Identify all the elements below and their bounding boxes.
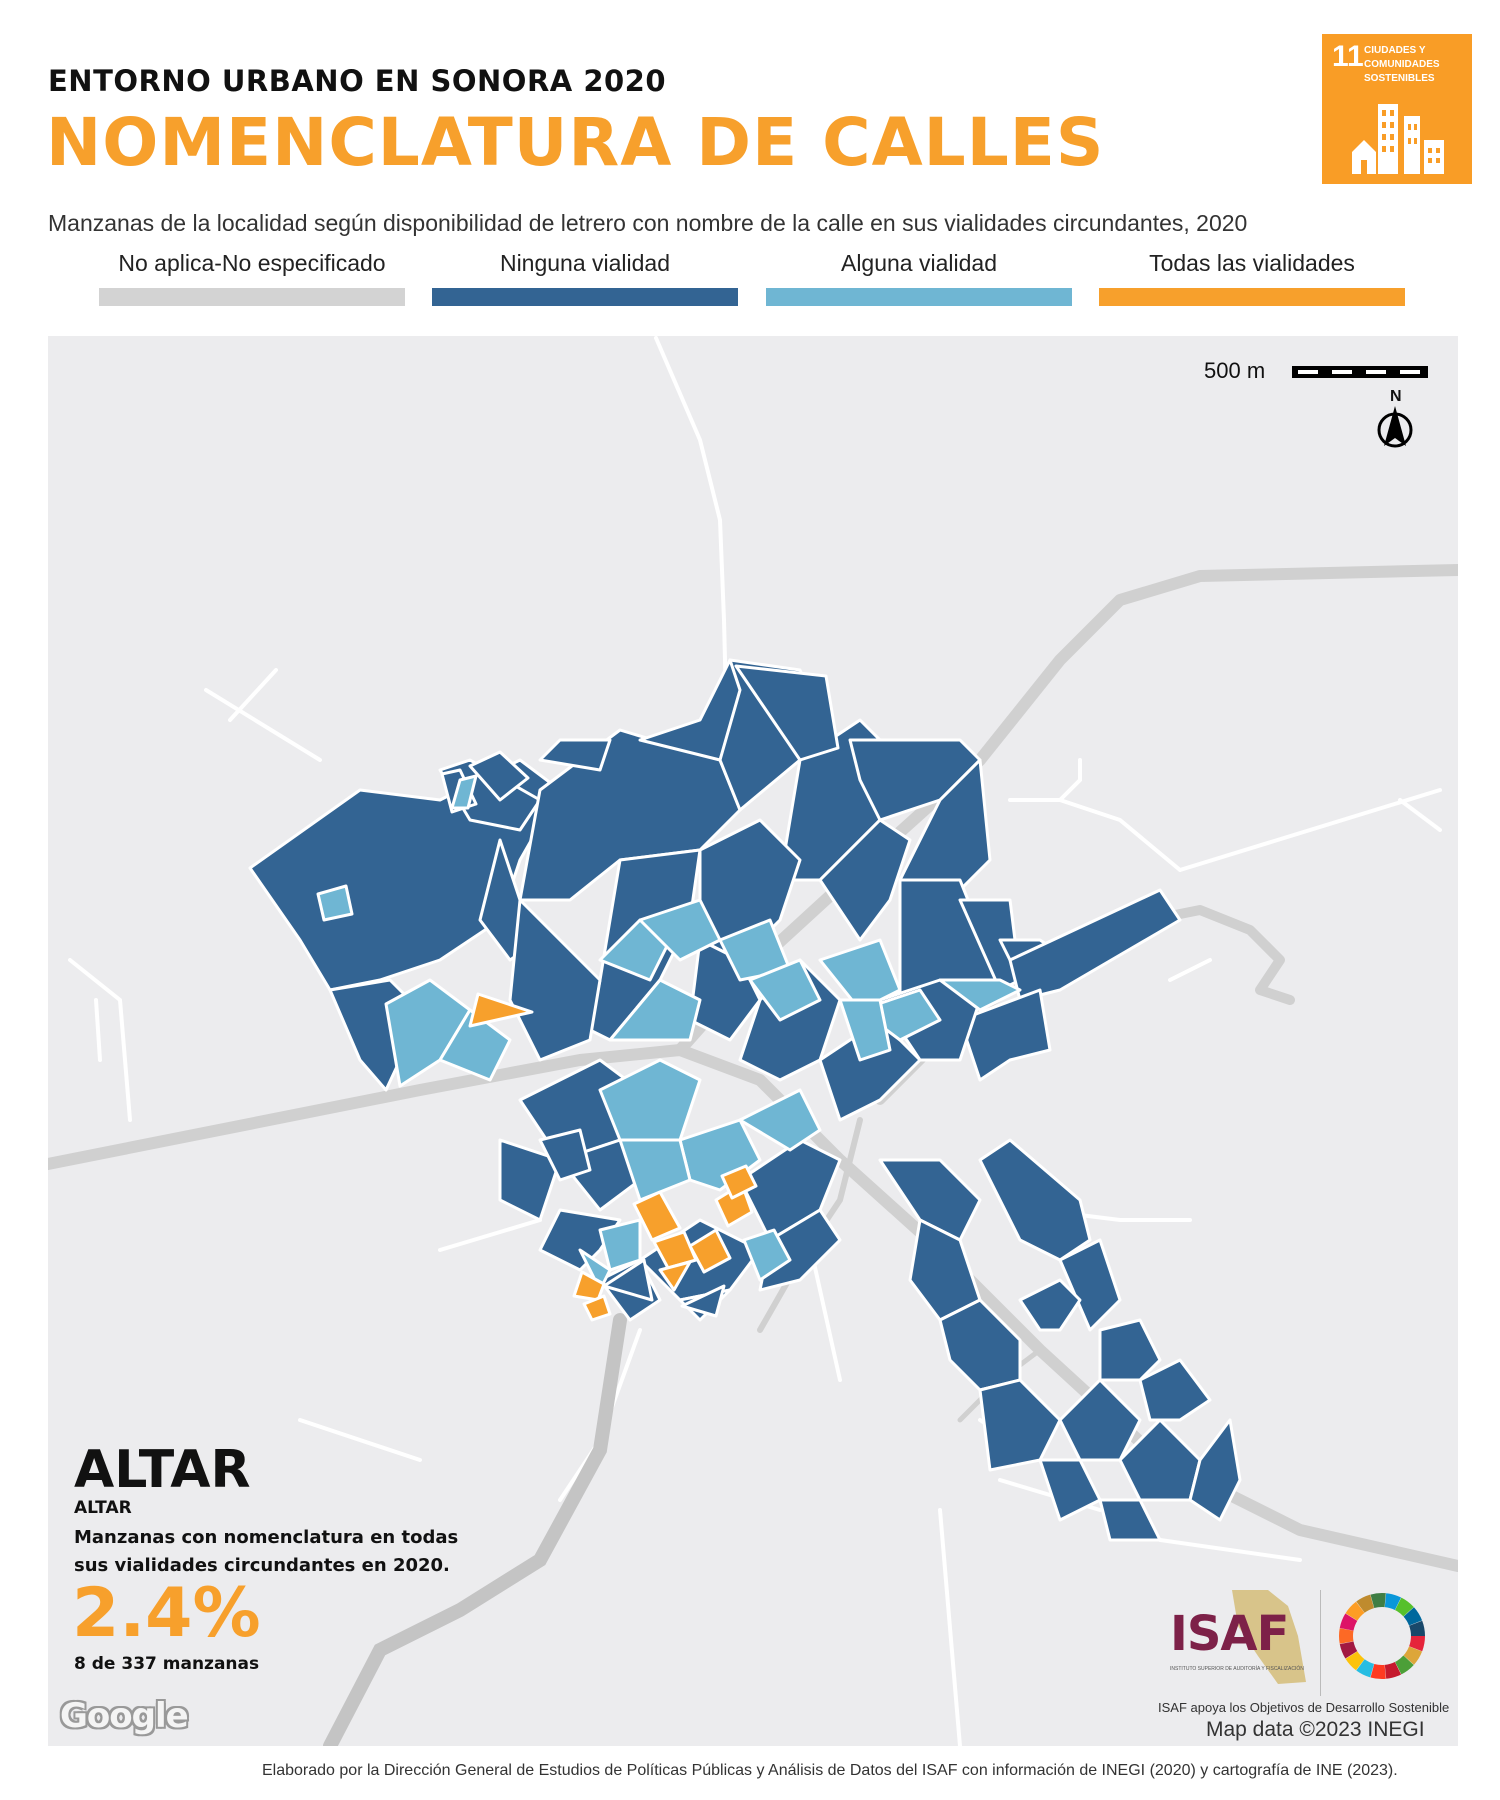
legend-label: Ninguna vialidad bbox=[499, 250, 671, 276]
legend-item-ninguna: Ninguna vialidad bbox=[432, 250, 738, 306]
place-subname: ALTAR bbox=[74, 1498, 132, 1518]
place-name: ALTAR bbox=[74, 1440, 251, 1500]
river bbox=[323, 1313, 627, 1746]
isaf-logo: ISAF INSTITUTO SUPERIOR DE AUDITORÍA Y F… bbox=[1158, 1586, 1308, 1696]
legend-label: Alguna vialidad bbox=[840, 250, 997, 276]
sonora-map-icon bbox=[1232, 1590, 1306, 1684]
isaf-logo-text: ISAF bbox=[1170, 1606, 1289, 1662]
isaf-caption: ISAF apoya los Objetivos de Desarrollo S… bbox=[1158, 1700, 1450, 1715]
legend-swatch bbox=[1099, 288, 1405, 306]
north-label: N bbox=[1390, 388, 1402, 405]
legend-swatch bbox=[766, 288, 1072, 306]
city-blocks bbox=[248, 658, 1242, 1542]
scale-label: 500 m bbox=[1204, 358, 1266, 383]
legend-item-no-aplica: No aplica-No especificado bbox=[99, 250, 405, 306]
stat-count: 8 de 337 manzanas bbox=[74, 1654, 260, 1674]
isaf-full-name: INSTITUTO SUPERIOR DE AUDITORÍA Y FISCAL… bbox=[1170, 1666, 1304, 1672]
north-arrow-icon bbox=[1377, 406, 1413, 448]
sdg-wheel-icon bbox=[1339, 1593, 1425, 1679]
credits: Elaborado por la Dirección General de Es… bbox=[262, 1762, 1398, 1779]
map-canvas[interactable] bbox=[48, 336, 1458, 1746]
stat-description: Manzanas con nomenclatura en todas sus v… bbox=[74, 1527, 459, 1576]
scale-bar bbox=[1292, 366, 1428, 378]
logo-divider bbox=[1320, 1590, 1321, 1696]
stat-percentage: 2.4% bbox=[72, 1574, 261, 1653]
map-subtitle: Manzanas de la localidad según disponibi… bbox=[48, 210, 1248, 236]
legend-swatch bbox=[432, 288, 738, 306]
supertitle: ENTORNO URBANO EN SONORA 2020 bbox=[48, 64, 667, 98]
google-logo: Google bbox=[60, 1696, 189, 1736]
legend-label: Todas las vialidades bbox=[1149, 250, 1355, 276]
city-buildings-icon bbox=[1352, 104, 1444, 174]
legend-item-todas: Todas las vialidades bbox=[1099, 250, 1405, 306]
map-attribution: Map data ©2023 INEGI bbox=[1206, 1718, 1425, 1741]
sdg-number: 11 bbox=[1332, 40, 1364, 73]
legend-swatch bbox=[99, 288, 405, 306]
blocks-todas bbox=[468, 992, 758, 1322]
sdg-11-badge: 11 CIUDADES Y COMUNIDADES SOSTENIBLES bbox=[1322, 34, 1472, 184]
legend-item-alguna: Alguna vialidad bbox=[766, 250, 1072, 306]
blocks-ninguna bbox=[248, 658, 1242, 1542]
sdg-label: CIUDADES Y COMUNIDADES SOSTENIBLES bbox=[1364, 45, 1440, 84]
page-title: NOMENCLATURA DE CALLES bbox=[46, 104, 1105, 181]
legend-label: No aplica-No especificado bbox=[118, 250, 386, 276]
